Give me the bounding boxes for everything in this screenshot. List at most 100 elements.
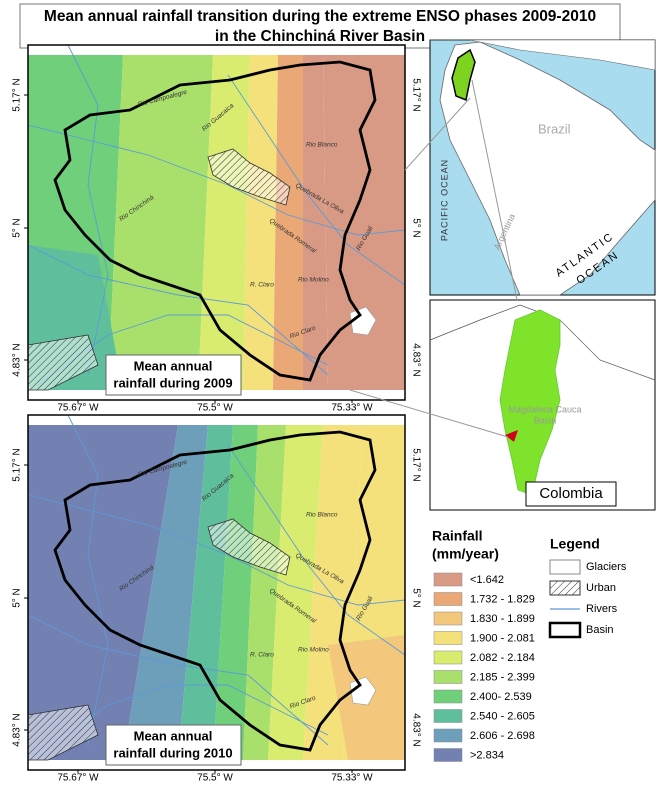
basin-label: Basin [534,415,557,425]
river [67,44,109,376]
river [67,414,109,746]
river-label: R. Claro [250,282,274,289]
river [27,614,329,746]
river-label: Rio Blanco [306,512,338,519]
legend-label: 2.606 - 2.698 [470,730,535,742]
connector [349,389,509,438]
rainfall-zone [243,55,278,390]
map-label: rainfall during 2010 [113,745,232,760]
latitude-label: 5° N [12,218,23,238]
title: Mean annual rainfall transition during t… [44,8,596,25]
basin-boundary [53,60,377,382]
map-label: Mean annual [134,728,213,743]
river [37,314,329,386]
connector [404,97,471,171]
ocean-label: PACIFIC OCEAN [439,159,449,241]
river [27,124,406,236]
colombia-highlight [451,48,476,102]
longitude-label: 75.5° W [197,403,233,414]
latitude-label: 5.17° N [410,448,421,481]
legend-swatch [433,728,463,743]
legend-label: Glaciers [586,561,627,573]
country-label: Brazil [538,121,571,136]
rainfall-zone [268,425,323,760]
legend-label: 1.732 - 1.829 [470,593,535,605]
land [430,39,656,71]
latitude-label: 4.83° N [410,713,421,746]
legend-label: 2.082 - 2.184 [470,652,535,664]
legend-label: <1.642 [470,574,504,586]
latitude-label: 5.17° N [12,78,23,111]
country-label: Colombia [539,485,603,502]
basin-region [499,309,561,496]
rainfall-zone [108,55,213,390]
legend-title: Rainfall [432,528,483,544]
legend-swatch [433,572,463,587]
longitude-label: 75.5° W [197,773,233,784]
rainfall-zone [123,425,208,760]
map-frame [27,414,406,771]
rainfall-zone [198,55,250,390]
legend-symbol [549,580,581,596]
glacier [349,306,377,336]
river [227,74,406,286]
rainfall-zone [178,425,233,760]
map-label: Mean annual [134,358,213,373]
longitude-label: 75.67° W [57,773,99,784]
legend-swatch [433,689,463,704]
basin-label: Magdalena Cauca [508,404,581,414]
legend-symbol [549,559,581,575]
legend-swatch [433,650,463,665]
study-area [505,430,518,442]
country-box [525,481,617,507]
longitude-label: 75.33° W [331,403,373,414]
latitude-label: 5° N [12,588,23,608]
rainfall-raster [28,55,405,390]
legend-label: Basin [586,624,614,636]
river-label: Rio Blanco [306,142,338,149]
rainfall-zone [273,55,303,390]
urban-area [207,148,291,206]
river-label: R. Claro [250,652,274,659]
river-label: Rio Molino [298,647,329,654]
legend-label: Urban [586,582,616,594]
river [27,244,329,376]
legend-swatch [433,748,463,762]
legend-label: 2.185 - 2.399 [470,671,535,683]
latitude-label: 4.83° N [410,343,421,376]
title: in the Chinchiná River Basin [215,28,425,45]
rainfall-raster [28,425,405,760]
longitude-label: 75.33° W [331,773,373,784]
map-frame [27,44,406,401]
latitude-label: 5° N [410,588,421,608]
rainfall-zone [243,425,286,760]
legend-title: (mm/year) [432,546,499,562]
legend-title: Legend [550,536,600,552]
urban-area [207,518,291,576]
longitude-label: 75.67° W [57,403,99,414]
land [439,41,656,296]
latitude-label: 4.83° N [12,343,23,376]
legend-label: 1.830 - 1.899 [470,613,535,625]
legend-swatch [433,592,463,606]
basin-boundary [53,430,377,752]
map-label-box [105,724,242,766]
legend-label: >2.834 [470,749,504,761]
legend-label: 2.400- 2.539 [470,691,532,703]
legend-swatch [433,670,463,684]
latitude-label: 5° N [410,218,421,238]
legend-swatch [433,631,463,645]
rainfall-zone [323,55,405,390]
legend-swatch [433,611,463,626]
river-label: Rio Molino [298,277,329,284]
legend-swatch [433,709,463,723]
latitude-label: 4.83° N [12,713,23,746]
legend-label: 1.900 - 2.081 [470,632,535,644]
glacier [349,676,377,706]
connector [471,79,518,301]
